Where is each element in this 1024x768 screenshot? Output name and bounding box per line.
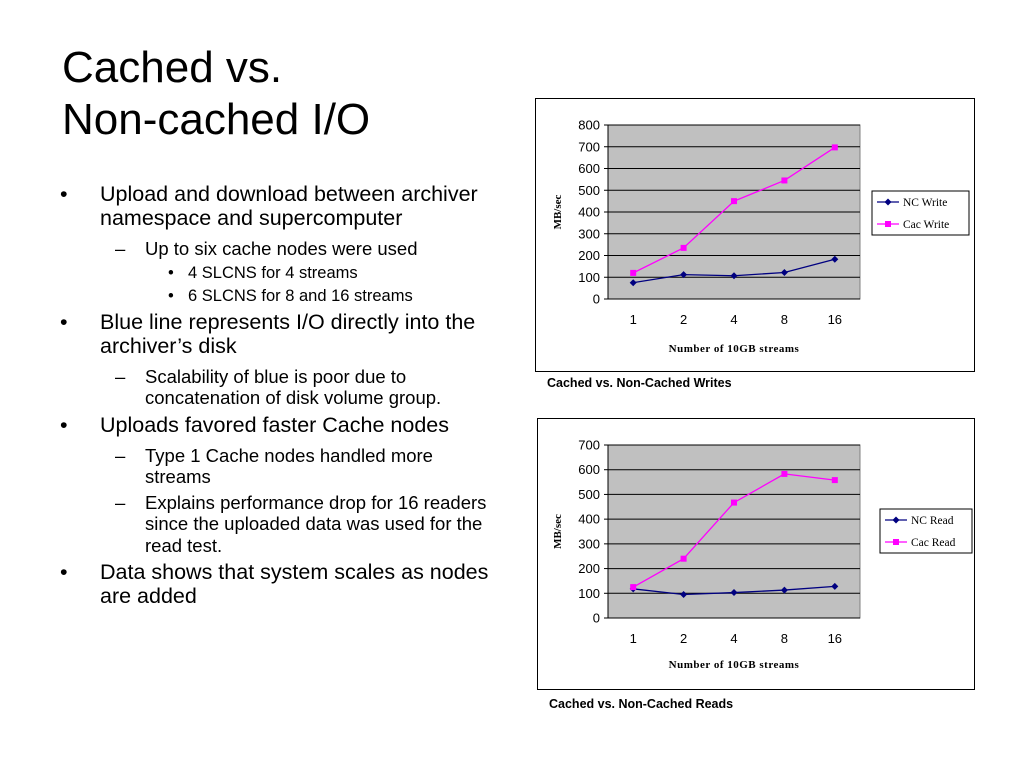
bullet-item: Uploads favored faster Cache nodes: [60, 413, 500, 437]
legend-marker: [885, 221, 891, 227]
legend-marker: [893, 539, 899, 545]
data-point: [680, 591, 688, 599]
x-tick-label: 8: [781, 631, 788, 646]
sub-bullet-item: Type 1 Cache nodes handled more streams: [60, 445, 500, 488]
y-tick-label: 700: [578, 438, 600, 453]
data-point: [831, 477, 838, 484]
x-tick-label: 1: [630, 312, 637, 327]
y-tick-label: 400: [578, 512, 600, 527]
y-tick-label: 300: [578, 536, 600, 551]
legend-label: Cac Read: [911, 537, 956, 549]
data-point: [831, 144, 838, 151]
y-tick-label: 600: [578, 161, 600, 176]
legend-marker: [892, 516, 900, 524]
x-tick-label: 16: [828, 631, 842, 646]
legend-marker: [884, 198, 892, 206]
y-tick-label: 800: [578, 118, 600, 133]
y-tick-label: 0: [593, 611, 600, 626]
sub-bullet-item: Explains performance drop for 16 readers…: [60, 492, 500, 557]
writes-chart: 0 100 200 300 400 500 600 700 800 1 2 4 8 16 Number of…: [535, 98, 975, 372]
sub-bullet-item: Up to six cache nodes were used: [60, 238, 500, 260]
data-point: [680, 271, 688, 279]
x-tick-label: 1: [630, 631, 637, 646]
data-point: [831, 582, 839, 590]
title-line-2: Non-cached I/O: [62, 95, 371, 144]
data-point: [780, 268, 788, 276]
data-point: [730, 589, 738, 597]
legend-box: [871, 190, 970, 236]
x-axis-label: Number of 10GB streams: [669, 343, 800, 355]
sub-bullet-item: Scalability of blue is poor due to conca…: [60, 366, 500, 409]
y-tick-label: 600: [578, 462, 600, 477]
data-point: [831, 255, 839, 263]
title-line-1: Cached vs.: [62, 43, 283, 92]
slide-title: Cached vs. Non-cached I/O: [62, 42, 370, 146]
x-tick-label: 2: [680, 312, 687, 327]
y-tick-label: 0: [593, 292, 600, 307]
legend-label: NC Write: [903, 197, 947, 209]
data-point: [731, 499, 737, 506]
y-tick-label: 300: [578, 226, 600, 241]
chart-svg: 0 100 200 300 400 500 600 700 800 1 2 4 8 16 Number of…: [552, 118, 970, 355]
x-tick-label: 8: [781, 312, 788, 327]
x-axis-label: Number of 10GB streams: [669, 659, 800, 671]
data-point: [731, 198, 737, 205]
y-axis-label: MB/sec: [552, 514, 564, 549]
data-point: [629, 279, 637, 287]
legend-label: NC Read: [911, 515, 954, 527]
y-tick-label: 400: [578, 205, 600, 220]
y-tick-label: 200: [578, 561, 600, 576]
data-point: [780, 586, 788, 594]
sub-sub-bullet-item: 6 SLCNS for 8 and 16 streams: [60, 287, 500, 306]
y-tick-label: 700: [578, 139, 600, 154]
bullet-list: Upload and download between archiver nam…: [60, 182, 500, 616]
x-tick-label: 2: [680, 631, 687, 646]
y-tick-label: 500: [578, 183, 600, 198]
x-tick-label: 16: [828, 312, 842, 327]
data-point: [781, 177, 788, 184]
sub-sub-bullet-item: 4 SLCNS for 4 streams: [60, 264, 500, 283]
data-point: [730, 272, 738, 280]
y-tick-label: 100: [578, 586, 600, 601]
bullet-item: Upload and download between archiver nam…: [60, 182, 500, 230]
data-point: [630, 584, 637, 591]
data-point: [781, 470, 788, 477]
data-point: [680, 244, 687, 251]
reads-chart: 0 100 200 300 400 500 600 700 1 2 4 8 16 Number of 10…: [537, 418, 975, 690]
bullet-item: Data shows that system scales as nodes a…: [60, 560, 500, 608]
y-tick-label: 100: [578, 270, 600, 285]
y-axis-label: MB/sec: [552, 194, 564, 229]
reads-chart-caption: Cached vs. Non-Cached Reads: [549, 697, 734, 711]
legend-label: Cac Write: [903, 219, 949, 231]
x-tick-label: 4: [730, 312, 737, 327]
chart-svg: 0 100 200 300 400 500 600 700 1 2 4 8 16 Number of 10…: [552, 438, 973, 671]
writes-chart-caption: Cached vs. Non-Cached Writes: [547, 376, 732, 390]
data-point: [630, 269, 637, 276]
bullet-item: Blue line represents I/O directly into t…: [60, 310, 500, 358]
x-tick-label: 4: [730, 631, 737, 646]
legend-box: [879, 508, 973, 554]
y-tick-label: 200: [578, 248, 600, 263]
y-tick-label: 500: [578, 487, 600, 502]
data-point: [680, 555, 687, 562]
